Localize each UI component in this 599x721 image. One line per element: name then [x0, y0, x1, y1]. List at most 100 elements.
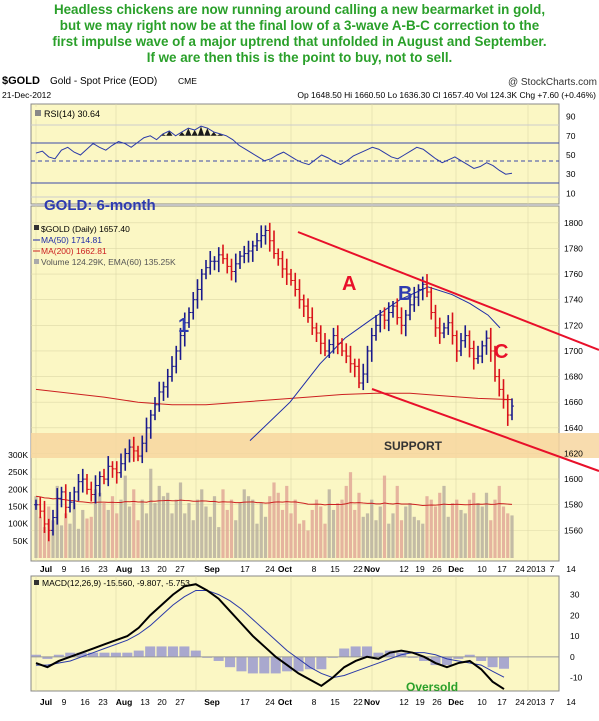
- volume-bar: [225, 509, 229, 558]
- volume-bar: [340, 499, 344, 558]
- volume-bar: [293, 499, 297, 558]
- headline-line: first impulse wave of a major uptrend th…: [52, 34, 547, 49]
- volume-bar: [455, 499, 459, 558]
- volume-bar: [272, 482, 276, 558]
- rsi-panel: [30, 103, 560, 205]
- macd-histogram-bar: [316, 656, 327, 670]
- x-tick-label: 8: [312, 697, 317, 707]
- x-tick-label: Nov: [364, 697, 380, 707]
- legend-ma200: MA(200) 1662.81: [41, 246, 107, 256]
- x-tick-label: Oct: [278, 697, 292, 707]
- x-tick-label: 9: [62, 697, 67, 707]
- volume-bar: [429, 499, 433, 558]
- macd-tick-label: 0: [570, 652, 575, 662]
- macd-tick-label: -10: [570, 673, 583, 683]
- rsi-label: RSI(14) 30.64: [44, 109, 100, 119]
- x-tick-label: Oct: [278, 564, 292, 574]
- x-tick-label: 22: [353, 697, 363, 707]
- volume-bar: [81, 509, 85, 558]
- volume-bar: [93, 489, 98, 558]
- macd-histogram-bar: [179, 646, 190, 657]
- macd-tick-label: 20: [570, 610, 580, 620]
- x-tick-label: 24: [265, 564, 275, 574]
- volume-bar: [433, 506, 438, 558]
- volume-bar: [183, 513, 187, 558]
- volume-bar: [132, 489, 136, 558]
- macd-panel: [30, 575, 560, 692]
- macd-histogram-bar: [225, 656, 236, 668]
- volume-bar: [263, 516, 268, 558]
- volume-bar: [234, 520, 238, 558]
- volume-bar: [484, 492, 489, 558]
- macd-line: [35, 583, 505, 690]
- x-tick-label: 20: [157, 564, 167, 574]
- macd-tick-label: 10: [570, 631, 580, 641]
- x-tick-label: 12: [399, 697, 409, 707]
- volume-bar: [489, 520, 493, 558]
- volume-tick-label: 250K: [8, 467, 28, 477]
- wave-label-b: B: [398, 283, 412, 305]
- credit: @ StockCharts.com: [508, 77, 597, 88]
- x-tick-label: 24: [265, 697, 275, 707]
- rsi-tick-label: 90: [566, 112, 576, 122]
- volume-bar: [119, 499, 123, 558]
- price-axis: 1800 1780 1760 1740 1720 1700 1680 1660 1640 1620…: [564, 218, 583, 536]
- volume-bar: [297, 523, 302, 558]
- volume-bar: [382, 475, 387, 558]
- macd-axis: 30 20 10 0 -10: [570, 590, 583, 683]
- macd-histogram-bar: [76, 652, 87, 657]
- volume-bar: [170, 513, 174, 558]
- macd-histogram-bar: [350, 646, 361, 657]
- support-label: SUPPORT: [384, 439, 443, 453]
- lower-trendline: [371, 388, 599, 472]
- volume-tick-label: 200K: [8, 484, 28, 494]
- price-tick-label: 1780: [564, 243, 583, 253]
- volume-bar: [144, 513, 149, 558]
- x-tick-label: 27: [175, 697, 185, 707]
- macd-histogram-bar: [65, 652, 76, 657]
- volume-bar: [425, 496, 429, 558]
- volume-bar: [242, 489, 246, 558]
- x-tick-label: Nov: [364, 564, 380, 574]
- volume-bar: [331, 509, 336, 558]
- x-tick-label: 10: [477, 564, 487, 574]
- volume-bar: [212, 496, 217, 558]
- volume-bar: [166, 492, 170, 558]
- x-tick-label: 7: [550, 564, 555, 574]
- x-tick-label: 17: [240, 564, 250, 574]
- price-tick-label: 1700: [564, 346, 583, 356]
- macd-histogram-bar: [362, 646, 373, 657]
- x-tick-label: 2013: [527, 564, 546, 574]
- x-tick-label: 16: [80, 564, 90, 574]
- macd-histogram-bar: [487, 656, 498, 668]
- macd-histogram-bar: [453, 656, 464, 659]
- macd-histogram-bar: [167, 646, 178, 657]
- x-tick-label: 19: [415, 564, 425, 574]
- macd-histogram-bar: [122, 652, 133, 657]
- macd-histogram-bar: [339, 648, 350, 657]
- x-tick-label: 26: [432, 697, 442, 707]
- macd-histogram-bar: [190, 650, 201, 657]
- rsi-line: [35, 125, 513, 175]
- x-tick-label: 24: [515, 697, 525, 707]
- price-tick-label: 1740: [564, 295, 583, 305]
- macd-histogram-bar: [88, 652, 99, 657]
- volume-bar: [161, 496, 166, 558]
- price-tick-label: 1760: [564, 269, 583, 279]
- volume-bar: [416, 520, 421, 558]
- header-ohlc: Op 1648.50 Hi 1660.50 Lo 1636.30 Cl 1657…: [297, 90, 596, 100]
- x-tick-label: 16: [80, 697, 90, 707]
- x-tick-label: 24: [515, 564, 525, 574]
- volume-bar: [446, 516, 450, 558]
- x-tick-label: 14: [566, 564, 576, 574]
- price-tick-label: 1620: [564, 448, 583, 458]
- volume-bar: [370, 499, 374, 558]
- x-tick-label: 2013: [527, 697, 546, 707]
- volume-bar: [506, 513, 510, 558]
- volume-bar: [323, 523, 327, 558]
- macd-histogram: [31, 646, 509, 674]
- x-tick-label: Sep: [204, 697, 220, 707]
- volume-bar: [306, 530, 310, 558]
- macd-legend-icon: [34, 580, 39, 585]
